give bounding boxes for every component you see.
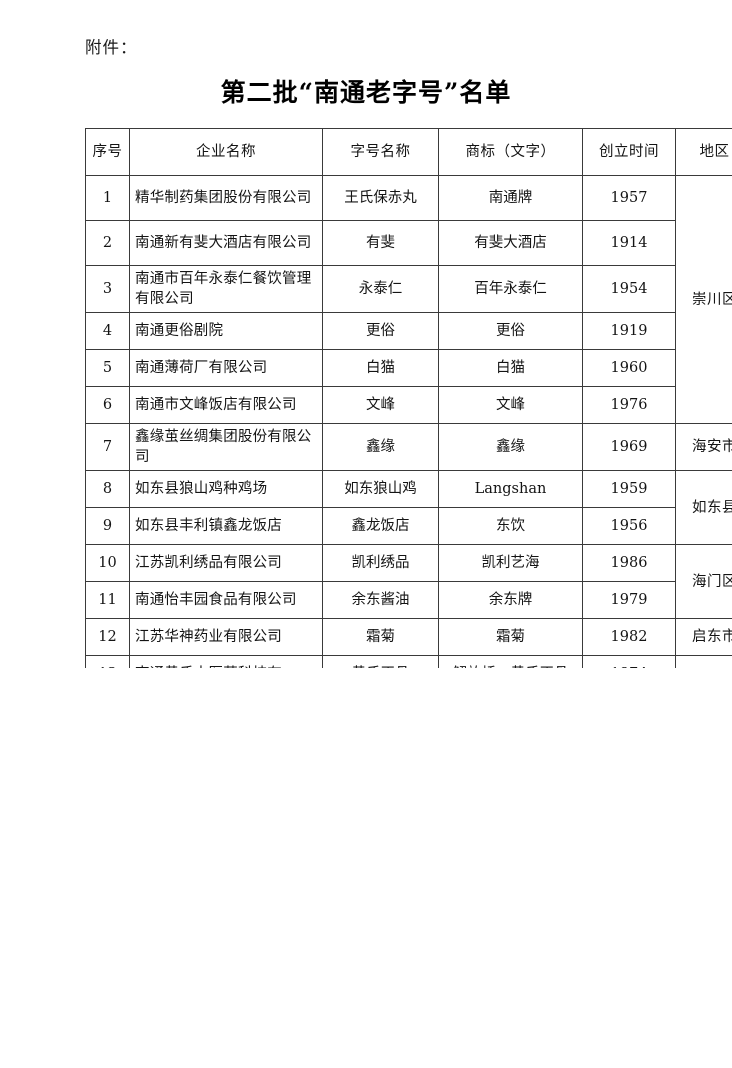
cell-brand-name: 文峰 [323,387,439,424]
cell-company: 南通更俗剧院 [130,313,323,350]
cell-company: 南通薄荷厂有限公司 [130,350,323,387]
cell-trademark: 百年永泰仁 [439,266,583,313]
table-row: 8如东县狼山鸡种鸡场如东狼山鸡Langshan1959如东县 [86,471,732,508]
cell-company: 南通怡丰园食品有限公司 [130,582,323,619]
cell-trademark: 南通牌 [439,176,583,221]
cell-region: 崇川区 [676,176,732,424]
cell-brand-name: 鑫龙饭店 [323,508,439,545]
column-header-brand-name: 字号名称 [323,129,439,176]
cell-seq: 3 [86,266,130,313]
cell-trademark: 文峰 [439,387,583,424]
table-row: 12江苏华神药业有限公司霜菊霜菊1982启东市 [86,619,732,656]
column-header-company: 企业名称 [130,129,323,176]
cell-founded: 1956 [583,508,676,545]
column-header-seq: 序号 [86,129,130,176]
cell-trademark: 余东牌 [439,582,583,619]
cell-founded: 1979 [583,582,676,619]
column-header-trademark: 商标（文字） [439,129,583,176]
cell-company: 南通新有斐大酒店有限公司 [130,221,323,266]
cell-company: 如东县丰利镇鑫龙饭店 [130,508,323,545]
cell-brand-name: 余东酱油 [323,582,439,619]
cell-seq: 7 [86,424,130,471]
cell-brand-name: 凯利绣品 [323,545,439,582]
cell-company: 南通市百年永泰仁餐饮管理有限公司 [130,266,323,313]
cell-founded: 1976 [583,387,676,424]
table-body: 1精华制药集团股份有限公司王氏保赤丸南通牌1957崇川区2南通新有斐大酒店有限公… [86,176,732,693]
column-header-founded: 创立时间 [583,129,676,176]
cell-founded: 1960 [583,350,676,387]
cell-seq: 4 [86,313,130,350]
cell-brand-name: 白猫 [323,350,439,387]
cell-founded: 1914 [583,221,676,266]
cell-seq: 6 [86,387,130,424]
cell-seq: 5 [86,350,130,387]
cell-region: 如东县 [676,471,732,545]
cell-region: 启东市 [676,619,732,656]
page-title: 第二批“南通老字号”名单 [0,76,732,110]
cell-brand-name: 霜菊 [323,619,439,656]
cell-founded: 1986 [583,545,676,582]
cell-trademark: 白猫 [439,350,583,387]
cell-trademark: 更俗 [439,313,583,350]
cell-brand-name: 更俗 [323,313,439,350]
cell-seq: 1 [86,176,130,221]
cell-brand-name: 有斐 [323,221,439,266]
table-header: 序号 企业名称 字号名称 商标（文字） 创立时间 地区 [86,129,732,176]
cell-seq: 12 [86,619,130,656]
cell-brand-name: 王氏保赤丸 [323,176,439,221]
cell-region: 海门区 [676,545,732,619]
viewport-bottom-clip [0,668,732,1068]
cell-trademark: 霜菊 [439,619,583,656]
cell-company: 江苏华神药业有限公司 [130,619,323,656]
cell-brand-name: 鑫缘 [323,424,439,471]
cell-founded: 1969 [583,424,676,471]
cell-trademark: 东饮 [439,508,583,545]
cell-founded: 1957 [583,176,676,221]
cell-trademark: 鑫缘 [439,424,583,471]
cell-trademark: 凯利艺海 [439,545,583,582]
cell-brand-name: 永泰仁 [323,266,439,313]
cell-seq: 8 [86,471,130,508]
cell-trademark: Langshan [439,471,583,508]
cell-trademark: 有斐大酒店 [439,221,583,266]
cell-company: 精华制药集团股份有限公司 [130,176,323,221]
cell-company: 鑫缘茧丝绸集团股份有限公司 [130,424,323,471]
cell-seq: 11 [86,582,130,619]
cell-founded: 1954 [583,266,676,313]
cell-founded: 1919 [583,313,676,350]
cell-company: 江苏凯利绣品有限公司 [130,545,323,582]
cell-seq: 2 [86,221,130,266]
cell-founded: 1982 [583,619,676,656]
table-row: 7鑫缘茧丝绸集团股份有限公司鑫缘鑫缘1969海安市 [86,424,732,471]
table-header-row: 序号 企业名称 字号名称 商标（文字） 创立时间 地区 [86,129,732,176]
table-row: 1精华制药集团股份有限公司王氏保赤丸南通牌1957崇川区 [86,176,732,221]
cell-founded: 1959 [583,471,676,508]
cell-region: 海安市 [676,424,732,471]
column-header-region: 地区 [676,129,732,176]
document-page: 附件： 第二批“南通老字号”名单 序号 企业名称 字号名称 商标（文字） 创立时… [0,0,732,668]
table-row: 10江苏凯利绣品有限公司凯利绣品凯利艺海1986海门区 [86,545,732,582]
cell-company: 南通市文峰饭店有限公司 [130,387,323,424]
cell-seq: 9 [86,508,130,545]
cell-seq: 10 [86,545,130,582]
cell-company: 如东县狼山鸡种鸡场 [130,471,323,508]
cell-brand-name: 如东狼山鸡 [323,471,439,508]
attachment-label: 附件： [85,36,138,60]
